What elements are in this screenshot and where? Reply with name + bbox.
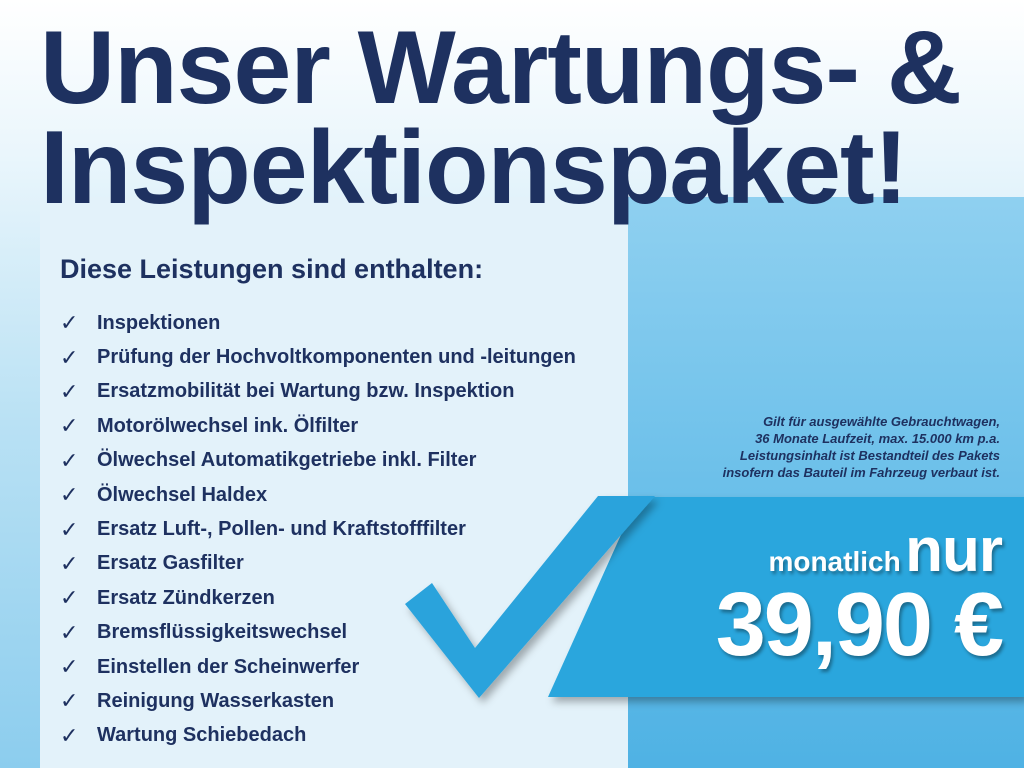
check-icon: ✓ (60, 413, 79, 439)
price-only: nur (905, 516, 1003, 585)
service-item-label: Prüfung der Hochvoltkomponenten und -lei… (97, 346, 576, 369)
service-item: ✓ Ersatz Zündkerzen (60, 581, 576, 615)
service-item: ✓ Ölwechsel Automatikgetriebe inkl. Filte… (60, 444, 576, 478)
service-item: ✓ Prüfung der Hochvoltkomponenten und -le… (60, 340, 576, 374)
check-icon: ✓ (60, 482, 79, 508)
check-icon: ✓ (60, 516, 79, 542)
check-icon: ✓ (60, 310, 79, 336)
title-line-1: Unser Wartungs- & (40, 10, 962, 126)
service-item-label: Wartung Schiebedach (97, 724, 307, 747)
page-title: Unser Wartungs- & Inspektionspaket! (40, 10, 1000, 226)
note-line: Leistungsinhalt ist Bestandteil des Pake… (739, 448, 1000, 463)
service-item: ✓ Bremsflüssigkeitswechsel (60, 616, 576, 650)
big-checkmark-icon (405, 496, 655, 698)
check-icon: ✓ (60, 585, 79, 611)
services-heading: Diese Leistungen sind enthalten: (60, 254, 484, 284)
service-item-label: Ersatzmobilität bei Wartung bzw. Inspekt… (97, 380, 515, 403)
check-icon: ✓ (60, 447, 79, 473)
service-item-label: Inspektionen (97, 311, 221, 334)
price-monthly: monatlich (768, 546, 901, 577)
check-icon: ✓ (60, 344, 79, 370)
service-item-label: Ersatz Luft-, Pollen- und Kraftstofffilt… (97, 518, 466, 541)
service-item: ✓ Motorölwechsel ink. Ölfilter (60, 409, 576, 443)
note-line: Gilt für ausgewählte Gebrauchtwagen, (763, 414, 1000, 429)
service-item: ✓ Wartung Schiebedach (60, 719, 576, 753)
check-icon: ✓ (60, 722, 79, 748)
service-item-label: Ölwechsel Automatikgetriebe inkl. Filter (97, 449, 477, 472)
check-icon: ✓ (60, 619, 79, 645)
note-line: insofern das Bauteil im Fahrzeug verbaut… (722, 465, 1000, 480)
title-line-2: Inspektionspaket! (40, 110, 908, 226)
price-value: 39,90 € (715, 575, 1004, 675)
conditions-note: Gilt für ausgewählte Gebrauchtwagen, 36 … (723, 413, 1000, 481)
service-item: ✓ Einstellen der Scheinwerfer (60, 650, 576, 684)
service-item: ✓ Ölwechsel Haldex (60, 478, 576, 512)
service-item-label: Ersatz Gasfilter (97, 552, 244, 575)
price-banner (548, 497, 1024, 697)
service-item-label: Motorölwechsel ink. Ölfilter (97, 414, 359, 437)
service-item-label: Einstellen der Scheinwerfer (97, 655, 360, 678)
service-item: ✓ Ersatz Luft-, Pollen- und Kraftstofffil… (60, 512, 576, 546)
price-block: monatlich nur 39,90 € (715, 515, 1004, 675)
service-item-label: Ersatz Zündkerzen (97, 586, 275, 609)
service-item-label: Reinigung Wasserkasten (97, 689, 335, 712)
check-icon: ✓ (60, 654, 79, 680)
service-item-label: Bremsflüssigkeitswechsel (97, 621, 348, 644)
services-list: ✓ Inspektionen ✓ Prüfung der Hochvoltkompon… (60, 306, 576, 753)
check-icon: ✓ (60, 378, 79, 404)
service-item: ✓ Inspektionen (60, 306, 576, 340)
check-icon: ✓ (60, 688, 79, 714)
note-line: 36 Monate Laufzeit, max. 15.000 km p.a. (755, 431, 1000, 446)
services-panel (40, 197, 628, 768)
check-icon: ✓ (60, 550, 79, 576)
service-item-label: Ölwechsel Haldex (97, 483, 268, 506)
service-item: ✓ Ersatz Gasfilter (60, 547, 576, 581)
service-item: ✓ Ersatzmobilität bei Wartung bzw. Inspek… (60, 375, 576, 409)
service-item: ✓ Reinigung Wasserkasten (60, 684, 576, 718)
